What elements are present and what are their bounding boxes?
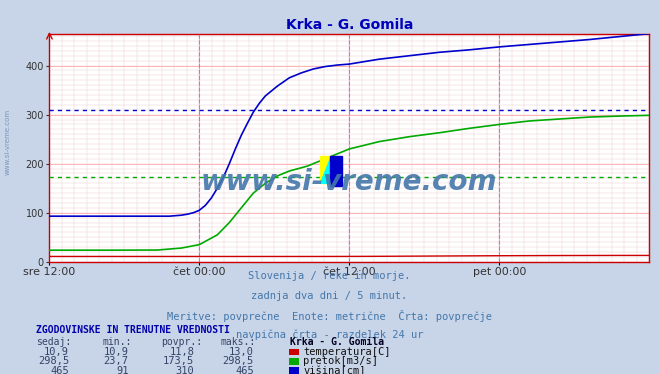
Text: maks.:: maks.: [221,337,256,347]
Polygon shape [330,156,342,186]
Text: sedaj:: sedaj: [36,337,71,347]
Text: www.si-vreme.com: www.si-vreme.com [5,109,11,175]
Text: 310: 310 [176,366,194,374]
Text: www.si-vreme.com: www.si-vreme.com [201,168,498,196]
Text: 465: 465 [51,366,69,374]
Text: zadnja dva dni / 5 minut.: zadnja dva dni / 5 minut. [251,291,408,301]
Text: Meritve: povprečne  Enote: metrične  Črta: povprečje: Meritve: povprečne Enote: metrične Črta:… [167,310,492,322]
Text: temperatura[C]: temperatura[C] [303,347,391,357]
Text: 10,9: 10,9 [103,347,129,357]
Title: Krka - G. Gomila: Krka - G. Gomila [285,18,413,33]
Text: 11,8: 11,8 [169,347,194,357]
Text: pretok[m3/s]: pretok[m3/s] [303,356,378,367]
Text: ZGODOVINSKE IN TRENUTNE VREDNOSTI: ZGODOVINSKE IN TRENUTNE VREDNOSTI [36,325,230,335]
Text: 91: 91 [116,366,129,374]
Text: 13,0: 13,0 [229,347,254,357]
Text: 298,5: 298,5 [38,356,69,367]
Text: navpična črta - razdelek 24 ur: navpična črta - razdelek 24 ur [236,329,423,340]
Polygon shape [320,156,331,183]
Text: Slovenija / reke in morje.: Slovenija / reke in morje. [248,271,411,281]
Text: višina[cm]: višina[cm] [303,366,366,374]
Text: 23,7: 23,7 [103,356,129,367]
Text: 465: 465 [235,366,254,374]
Text: 10,9: 10,9 [44,347,69,357]
Text: Krka - G. Gomila: Krka - G. Gomila [290,337,384,347]
Polygon shape [320,156,331,183]
Text: 173,5: 173,5 [163,356,194,367]
Text: min.:: min.: [102,337,132,347]
Text: povpr.:: povpr.: [161,337,202,347]
Text: 298,5: 298,5 [223,356,254,367]
